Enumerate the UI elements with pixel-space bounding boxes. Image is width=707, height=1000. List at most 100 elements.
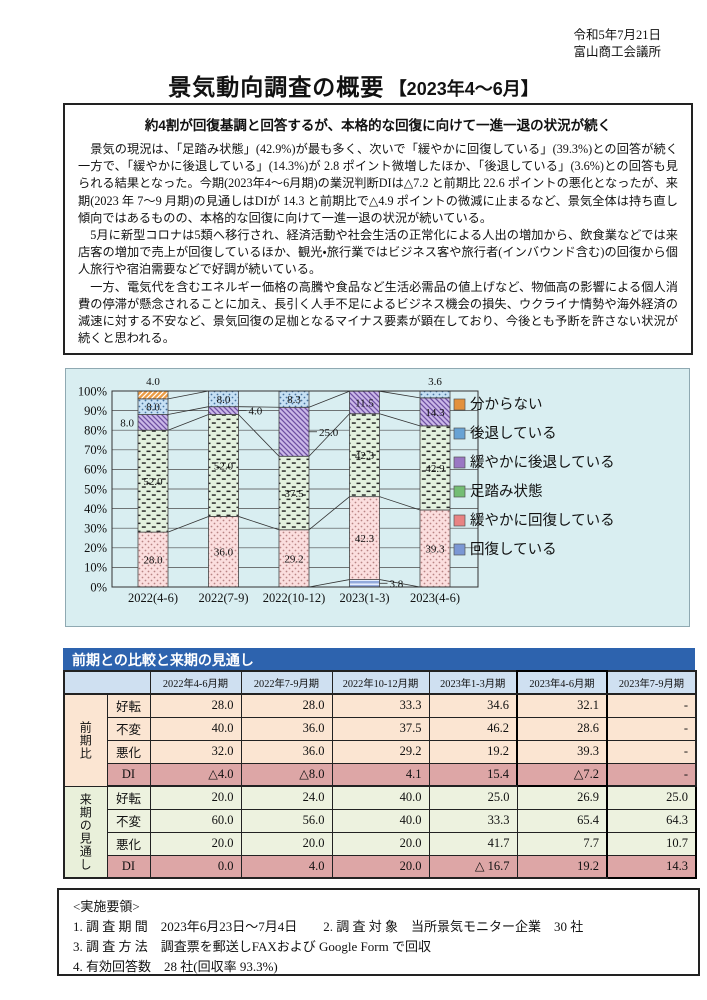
legend-swatch	[453, 398, 466, 411]
table-cell: 32.0	[149, 739, 242, 764]
row-metric-label: 不変	[106, 716, 151, 741]
table-row: DI 0.0 4.0 20.0 △ 16.7 19.2 14.3	[64, 854, 697, 879]
table-cell: 20.0	[149, 785, 242, 810]
table-cell: 10.7	[606, 831, 697, 856]
series-line	[238, 406, 280, 408]
table-cell: 40.0	[331, 808, 430, 833]
table-cell: 64.3	[606, 808, 697, 833]
table-column-header: 2022年7-9月期	[240, 670, 333, 695]
bar-value-label: 42.3	[355, 450, 375, 462]
table-cell: 60.0	[149, 808, 242, 833]
comparison-table-section: 前期との比較と来期の見通し 2022年4-6月期 2022年7-9月期 2022年1…	[63, 648, 697, 879]
table-cell: 14.3	[606, 854, 697, 879]
series-line	[167, 516, 209, 533]
bar-callout-label: 8.0	[120, 417, 134, 429]
row-metric-label: 悪化	[106, 831, 151, 856]
table-cell: 4.0	[240, 854, 333, 879]
table-cell: 0.0	[149, 854, 242, 879]
row-metric-label: 不変	[106, 808, 151, 833]
table-cell: -	[606, 693, 697, 718]
summary-paragraph: 一方、電気代を含むエネルギー価格の高騰や食品など生活必需品の値上げなど、物価高の…	[78, 279, 678, 346]
page-title: 景気動向調査の概要 【2023年4～6月】	[0, 68, 707, 102]
legend-swatch	[453, 485, 466, 498]
y-axis-tick-label: 50%	[84, 482, 107, 496]
table-cell: 32.1	[516, 693, 608, 718]
y-axis-tick-label: 70%	[84, 443, 107, 457]
table-cell: -	[606, 762, 697, 787]
summary-paragraph: 5月に新型コロナは5類へ移行され、経済活動や社会生活の正常化による人出の増加から…	[78, 228, 678, 277]
table-cell: 25.0	[606, 785, 697, 810]
bar-segment	[278, 406, 310, 457]
x-axis-tick-label: 2023(1-3)	[340, 591, 390, 605]
table-cell: 37.5	[331, 716, 430, 741]
table-cell: 36.0	[240, 739, 333, 764]
legend-swatch	[453, 543, 466, 556]
table-row: 悪化 20.0 20.0 20.0 41.7 7.7 10.7	[64, 831, 697, 856]
series-line	[379, 390, 421, 399]
table-column-header: 2023年4-6月期	[516, 670, 608, 695]
table-cell: 34.6	[428, 693, 518, 718]
series-line	[167, 414, 209, 431]
bar-callout-label: 3.6	[428, 376, 442, 388]
table-header-row: 2022年4-6月期 2022年7-9月期 2022年10-12月期 2023年1-3…	[63, 670, 697, 695]
table-cell: 56.0	[240, 808, 333, 833]
table-cell: 19.2	[516, 854, 608, 879]
y-axis-tick-label: 20%	[84, 541, 107, 555]
series-line	[308, 579, 350, 588]
row-metric-label: DI	[106, 762, 151, 787]
row-metric-label: 好転	[106, 785, 151, 810]
x-axis-tick-label: 2022(4-6)	[128, 591, 178, 605]
table-cell: 36.0	[240, 716, 333, 741]
x-axis-tick-label: 2022(7-9)	[199, 591, 249, 605]
bar-segment	[419, 425, 451, 511]
table-header-blank	[63, 670, 151, 695]
table-cell: 28.0	[149, 693, 242, 718]
legend-label: 緩やかに回復している	[470, 512, 615, 529]
table-cell: 65.4	[516, 808, 608, 833]
bar-segment	[278, 455, 310, 531]
table-cell: 7.7	[516, 831, 608, 856]
header-block: 令和5年7月21日 富山商工会議所	[573, 27, 661, 61]
legend-label: 後退している	[470, 425, 557, 442]
y-axis-tick-label: 90%	[84, 404, 107, 418]
bar-value-label: 11.5	[355, 397, 374, 409]
table-column-header: 2022年4-6月期	[149, 670, 242, 695]
summary-box: 約4割が回復基調と回答するが、本格的な回復に向けて一進一退の状況が続く 景気の現…	[63, 103, 693, 355]
table-cell: 20.0	[331, 831, 430, 856]
y-axis-tick-label: 60%	[84, 463, 107, 477]
row-metric-label: 悪化	[106, 739, 151, 764]
x-axis-tick-label: 2022(10-12)	[263, 591, 326, 605]
table-cell: △4.0	[149, 762, 242, 787]
bar-value-label: 8.0	[217, 394, 231, 406]
row-metric-label: 好転	[106, 693, 151, 718]
table-cell: 24.0	[240, 785, 333, 810]
legend-label: 回復している	[470, 541, 557, 558]
table-cell: 20.0	[331, 854, 430, 879]
table-row: DI △4.0 △8.0 4.1 15.4 △7.2-	[64, 762, 697, 787]
table-cell: 19.2	[428, 739, 518, 764]
legend-label: 分からない	[470, 396, 543, 413]
bar-value-label: 29.2	[284, 553, 303, 565]
y-axis-tick-label: 0%	[90, 580, 107, 594]
table-cell: 28.6	[516, 716, 608, 741]
plot-border	[111, 390, 479, 588]
y-axis-tick-label: 80%	[84, 424, 107, 438]
bar-value-label: 42.9	[425, 463, 445, 475]
summary-paragraph: 景気の現況は、「足踏み状態」(42.9%)が最も多く、次いで「緩やかに回復してい…	[78, 142, 678, 225]
bar-segment	[419, 390, 451, 399]
table-row: 不変 40.0 36.0 37.5 46.2 28.6-	[64, 716, 697, 741]
table-cell: △8.0	[240, 762, 333, 787]
table-cell: 46.2	[428, 716, 518, 741]
bar-callout-label: 25.0	[319, 427, 339, 439]
table-row: 来期の見通し 好転 20.0 24.0 40.0 25.0 26.9 25.0	[63, 785, 697, 879]
stacked-bar-chart: 28.0 36.0 29.2 42.3 39.3 52.0 52.0 37.5 42.3 42.9…	[78, 376, 615, 605]
header-org: 富山商工会議所	[573, 45, 661, 59]
table-column-header: 2022年10-12月期	[331, 670, 430, 695]
table-cell: -	[606, 739, 697, 764]
legend-label: 足踏み状態	[470, 483, 543, 500]
table-cell: 40.0	[331, 785, 430, 810]
bar-value-label: 52.0	[214, 460, 234, 472]
table-cell: △7.2	[516, 762, 608, 787]
bar-value-label: 52.0	[143, 476, 163, 488]
